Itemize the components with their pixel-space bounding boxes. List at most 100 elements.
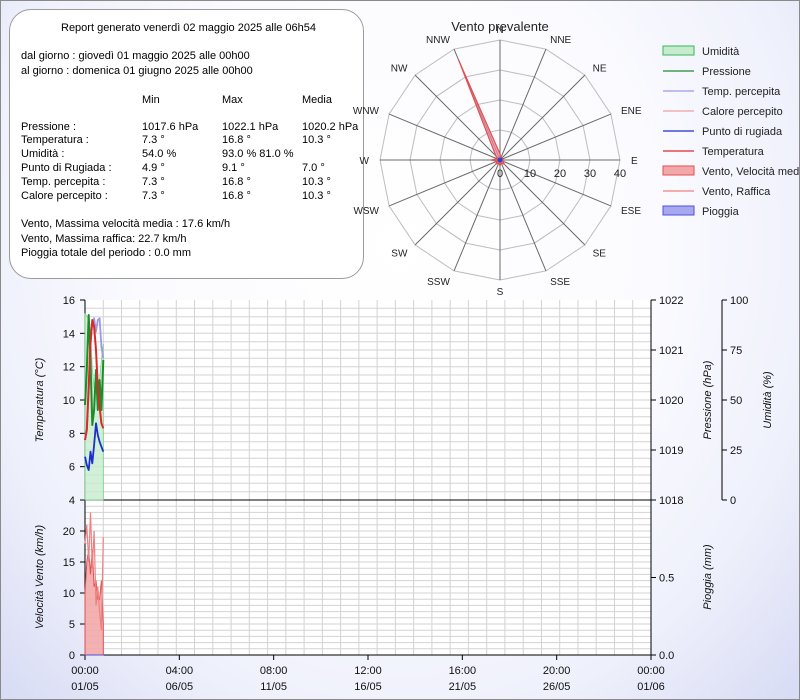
windrose-center xyxy=(497,157,503,163)
row-min: 7.3 ° xyxy=(142,176,165,188)
windrose-spoke xyxy=(499,113,612,161)
row-label: Temp. percepita : xyxy=(21,176,106,188)
row-max: 9.1 ° xyxy=(222,162,245,174)
row-label: Calore percepito : xyxy=(21,190,108,202)
row-label: Umidità : xyxy=(21,148,65,160)
row-min: 4.9 ° xyxy=(142,162,165,174)
windrose-direction-label: ENE xyxy=(621,106,642,117)
row-max: 93.0 % 81.0 % xyxy=(222,148,294,160)
tick-label-x-time: 08:00 xyxy=(260,665,288,677)
tick-label-humidity: 25 xyxy=(730,445,742,457)
windrose-direction-label: N xyxy=(496,25,503,36)
row-avg: 7.0 ° xyxy=(302,162,325,174)
windrose-spoke xyxy=(414,74,501,161)
rain-total: Pioggia totale del periodo : 0.0 mm xyxy=(21,247,191,259)
legend-swatch xyxy=(662,205,695,216)
row-max: 1022.1 hPa xyxy=(222,121,279,133)
wind-max-avg: Vento, Massima velocità media : 17.6 km/… xyxy=(21,218,231,230)
report-from: dal giorno : giovedì 01 maggio 2025 alle… xyxy=(21,50,250,62)
legend-label: Vento, Raffica xyxy=(702,186,771,198)
legend-label: Umidità xyxy=(702,46,740,58)
tick-label-wind: 15 xyxy=(63,557,75,569)
windrose-direction-label: S xyxy=(497,287,504,298)
tick-label-x-date: 16/05 xyxy=(354,681,382,693)
tick-label-wind: 5 xyxy=(69,619,75,631)
axis-title-wind: Velocità Vento (km/h) xyxy=(34,524,46,629)
windrose-spoke xyxy=(388,113,501,161)
windrose-direction-label: NW xyxy=(391,63,408,74)
windrose-direction-label: SSW xyxy=(427,277,450,288)
windrose-direction-label: ESE xyxy=(621,206,641,217)
windrose-series-vento-velocit-media xyxy=(458,59,506,168)
tick-label-wind: 0 xyxy=(69,650,75,662)
tick-label-x-time: 00:00 xyxy=(637,665,665,677)
tick-label-x-time: 16:00 xyxy=(449,665,477,677)
report-title: Report generato venerdì 02 maggio 2025 a… xyxy=(61,22,317,34)
tick-label-temp: 10 xyxy=(63,395,75,407)
windrose-direction-label: SW xyxy=(391,249,408,260)
windrose-radial-tick: 0 xyxy=(497,168,503,180)
windrose-direction-label: W xyxy=(360,156,370,167)
legend-swatch xyxy=(662,45,695,56)
windrose-spoke xyxy=(499,48,547,161)
windrose-title: Vento prevalente xyxy=(451,19,549,34)
windrose-radial-tick: 20 xyxy=(554,168,566,180)
tick-label-temp: 14 xyxy=(63,328,75,340)
windrose-spoke xyxy=(499,74,586,161)
series-pressione xyxy=(84,314,105,426)
tick-label-humidity: 75 xyxy=(730,345,742,357)
tick-label-temp: 4 xyxy=(69,495,75,507)
legend-label: Pioggia xyxy=(702,206,740,218)
row-min: 7.3 ° xyxy=(142,134,165,146)
series-vento-raffica xyxy=(84,512,104,631)
tick-label-pressure: 1021 xyxy=(659,345,683,357)
tick-label-rain: 0.5 xyxy=(659,573,674,585)
tick-label-temp: 16 xyxy=(63,295,75,307)
tick-label-x-time: 04:00 xyxy=(166,665,194,677)
tick-label-wind: 10 xyxy=(63,588,75,600)
legend-label: Temperatura xyxy=(702,146,765,158)
windrose-radial-tick: 40 xyxy=(614,168,626,180)
row-min: 1017.6 hPa xyxy=(142,121,199,133)
windrose-direction-label: SSE xyxy=(550,277,570,288)
legend-label: Punto di rugiada xyxy=(702,126,783,138)
col-max-header: Max xyxy=(222,94,243,106)
row-max: 16.8 ° xyxy=(222,190,251,202)
axis-title-humidity: Umidità (%) xyxy=(762,371,774,429)
tick-label-humidity: 0 xyxy=(730,495,736,507)
windrose-spoke xyxy=(388,159,501,207)
row-avg: 10.3 ° xyxy=(302,190,331,202)
windrose-direction-label: SE xyxy=(593,249,607,260)
tick-label-x-time: 20:00 xyxy=(543,665,571,677)
report-panel: Report generato venerdì 02 maggio 2025 a… xyxy=(9,9,364,279)
series-punto-di-rugiada xyxy=(84,422,105,471)
tick-label-x-date: 01/06 xyxy=(637,681,665,693)
row-avg: 1020.2 hPa xyxy=(302,121,359,133)
windrose-radial-tick: 10 xyxy=(524,168,536,180)
tick-label-x-date: 11/05 xyxy=(260,681,287,693)
tick-label-pressure: 1022 xyxy=(659,295,683,307)
tick-label-temp: 8 xyxy=(69,428,75,440)
legend-swatch xyxy=(662,165,695,176)
windrose-spoke xyxy=(499,159,547,272)
tick-label-x-time: 12:00 xyxy=(354,665,382,677)
report-to: al giorno : domenica 01 giugno 2025 alle… xyxy=(21,65,253,77)
col-min-header: Min xyxy=(142,94,160,106)
tick-label-rain: 0.0 xyxy=(659,650,674,662)
tick-label-x-date: 21/05 xyxy=(449,681,477,693)
row-label: Temperatura : xyxy=(21,134,89,146)
tick-label-temp: 12 xyxy=(63,362,75,374)
row-min: 7.3 ° xyxy=(142,190,165,202)
axis-title-pressure: Pressione (hPa) xyxy=(702,360,714,439)
row-max: 16.8 ° xyxy=(222,176,251,188)
tick-label-temp: 6 xyxy=(69,462,75,474)
windrose-direction-label: WNW xyxy=(353,106,380,117)
tick-label-pressure: 1019 xyxy=(659,445,683,457)
col-avg-header: Media xyxy=(302,94,332,106)
windrose-spoke xyxy=(499,159,612,207)
tick-label-wind: 20 xyxy=(63,526,75,538)
row-min: 54.0 % xyxy=(142,148,177,160)
windrose-direction-label: NE xyxy=(593,63,607,74)
row-label: Pressione : xyxy=(21,121,77,133)
